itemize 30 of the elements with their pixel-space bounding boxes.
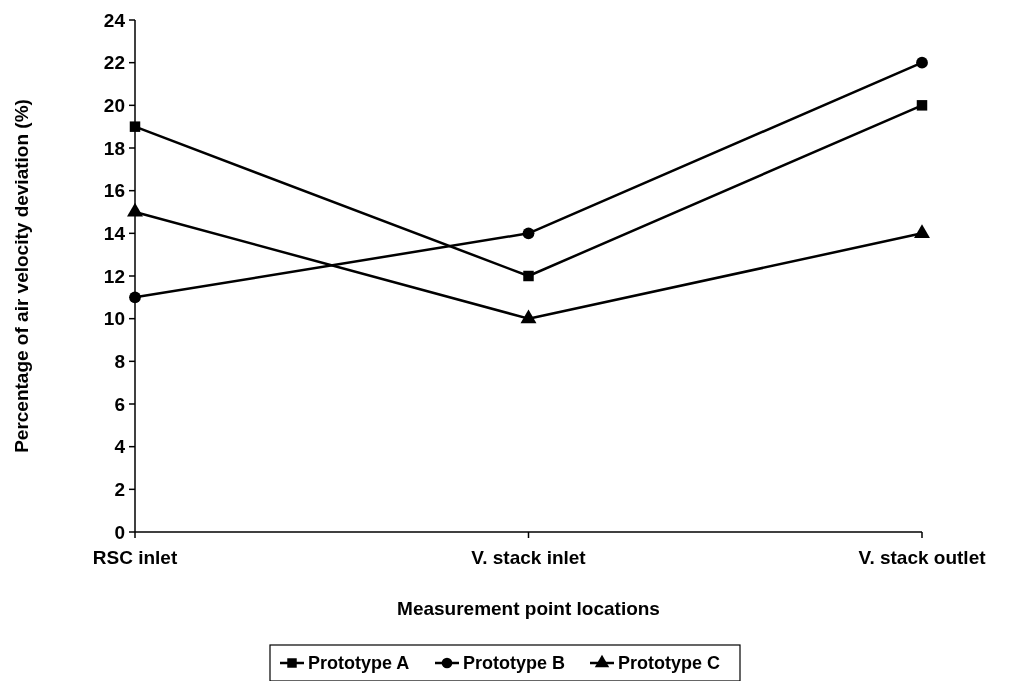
- y-axis-title: Percentage of air velocity deviation (%): [11, 99, 32, 453]
- point: [127, 202, 143, 217]
- y-tick-label: 16: [103, 180, 125, 202]
- point: [523, 270, 534, 282]
- y-tick-label: 14: [103, 222, 126, 244]
- point: [129, 121, 141, 132]
- point: [914, 224, 930, 238]
- point: [916, 100, 928, 111]
- y-tick-label: 20: [103, 94, 125, 116]
- y-tick-label: 0: [114, 521, 125, 543]
- y-tick-label: 10: [103, 308, 125, 330]
- legend-label: Prototype C: [618, 653, 721, 674]
- y-tick-label: 6: [114, 393, 125, 415]
- y-tick-label: 8: [114, 350, 125, 372]
- point: [520, 309, 537, 324]
- point: [522, 227, 535, 240]
- x-tick-label: V. stack inlet: [471, 547, 587, 568]
- point: [129, 291, 141, 304]
- y-tick-label: 24: [103, 9, 126, 31]
- legend-label: Prototype A: [308, 653, 410, 674]
- y-tick-label: 18: [103, 137, 125, 159]
- x-tick-label: RSC inlet: [92, 547, 178, 568]
- y-tick-label: 22: [103, 52, 125, 74]
- y-tick-label: 4: [114, 436, 126, 458]
- legend-label: Prototype B: [463, 653, 566, 674]
- point: [916, 56, 928, 69]
- x-axis-title: Measurement point locations: [397, 598, 660, 619]
- y-tick-label: 2: [114, 478, 125, 500]
- y-tick-label: 12: [103, 265, 125, 287]
- x-tick-label: V. stack outlet: [858, 547, 987, 568]
